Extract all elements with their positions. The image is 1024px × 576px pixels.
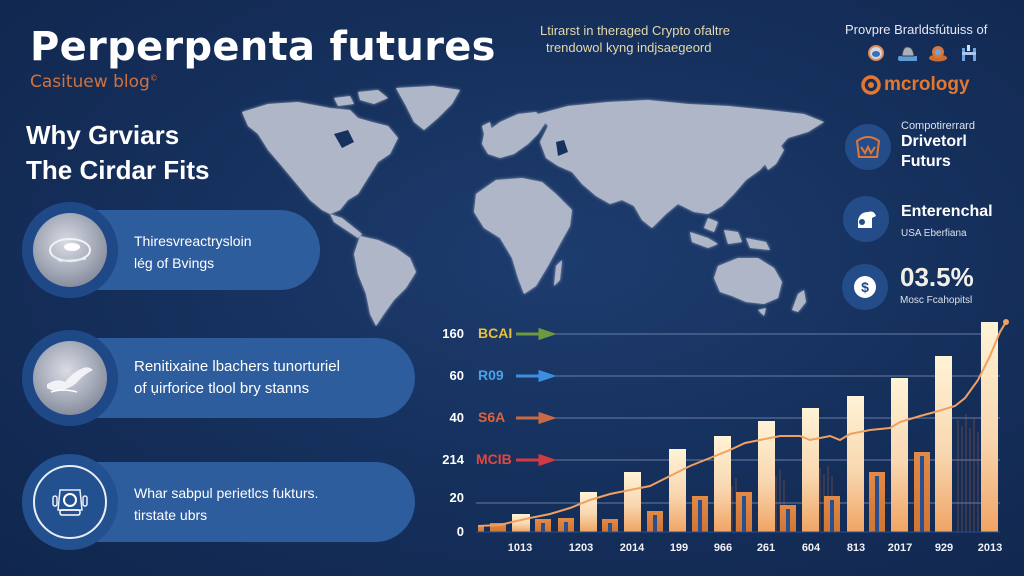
card-line-1: Thiresvreactrysloin <box>134 233 252 249</box>
stat-3-caption: Mosc Fcahopitsl <box>900 295 973 306</box>
legend-label: BCAI <box>478 325 513 341</box>
feature-card-2[interactable]: Renitixaine lbachers tunorturiel of ụirf… <box>22 330 415 426</box>
section-heading-line-1: Why Grviars <box>26 120 180 150</box>
card-line-2: tirstate ubrs <box>134 507 208 523</box>
feature-card-3[interactable]: Whar sabpul perietlcs fukturs. tirstate … <box>22 454 415 550</box>
trend-line <box>477 321 1007 527</box>
gridlines <box>476 333 1000 504</box>
south-america-shape <box>354 236 416 326</box>
swirl-logo-icon <box>861 75 881 95</box>
y-tick-label: 40 <box>449 410 464 425</box>
x-tick-label: 604 <box>801 542 821 554</box>
logo-text: mcrology <box>884 74 970 95</box>
x-tick-label: 2014 <box>619 542 645 554</box>
feature-card-1[interactable]: Thiresvreactrysloin lég of Bvings <box>22 202 320 298</box>
arrow-right-icon <box>516 411 557 425</box>
legend-label: S6A <box>478 409 506 425</box>
blog-subtitle: Casituew blog© <box>30 72 158 92</box>
smoke-globe-icon <box>33 341 107 415</box>
section-heading: Why Grviars The Cirdar Fits <box>26 118 209 188</box>
card-bubble <box>22 202 118 298</box>
x-tick-label: 966 <box>713 542 733 554</box>
y-tick-label: 160 <box>442 326 464 341</box>
greenland-shape <box>396 86 460 130</box>
section-heading-line-2: The Cirdar Fits <box>26 155 210 185</box>
stat-2-caption: USA Eberfiana <box>901 228 967 239</box>
x-tick-label: 2017 <box>887 542 913 554</box>
helmet-brand-icon <box>897 44 917 62</box>
brand-icons <box>866 44 979 62</box>
x-tick-label: 1203 <box>568 542 594 554</box>
stat-2-title: Enterenchal <box>901 203 993 220</box>
brand-logo: mcrology <box>860 74 970 96</box>
y-tick-label: 60 <box>449 368 464 383</box>
registered-mark: © <box>149 73 158 83</box>
gate-brand-icon <box>959 44 979 62</box>
svg-text:$: $ <box>861 279 869 295</box>
africa-shape <box>474 178 572 294</box>
stat-1-title-line-2: Futurs <box>901 153 951 170</box>
y-tick-label: 214 <box>442 452 464 467</box>
stat-1-title-line-1: Drivetorl <box>901 133 967 150</box>
x-tick-label: 813 <box>846 542 866 554</box>
card-line-2: of ụirforice tlool bry stanns <box>134 380 310 397</box>
helmet-badge-icon <box>33 465 107 539</box>
world-map <box>242 86 824 326</box>
x-tick-label: 199 <box>669 542 689 554</box>
tagline: Ltirarst in theraged Crypto ofaltre tren… <box>540 22 810 56</box>
dollar-icon: $ <box>842 264 888 310</box>
brands-title: Provpre Brarldsfútuiss of <box>845 22 988 37</box>
page-title: Perperpenta futures <box>30 24 496 70</box>
card-text: Renitixaine lbachers tunorturiel of ụirf… <box>134 356 340 400</box>
worker-icon <box>843 196 889 242</box>
secondary-bars <box>478 452 930 532</box>
card-line-1: Renitixaine lbachers tunorturiel <box>134 358 340 375</box>
arrow-right-icon <box>516 453 557 467</box>
arrow-right-icon <box>516 327 557 341</box>
primary-bars <box>512 322 998 532</box>
subtitle-text: Casituew blog <box>30 72 150 92</box>
stat-1-caption: Compotirerrard <box>901 120 975 132</box>
legend-arrows <box>516 327 557 467</box>
card-line-2: lég of Bvings <box>134 255 215 271</box>
arrow-right-icon <box>516 369 557 383</box>
x-tick-label: 1013 <box>507 542 533 554</box>
legend-label: MCIB <box>476 451 512 467</box>
legend-label: R09 <box>478 367 504 383</box>
trend-endpoint <box>1003 319 1009 325</box>
basket-chart-icon <box>845 124 891 170</box>
y-tick-label: 20 <box>449 490 464 505</box>
card-text: Whar sabpul perietlcs fukturs. tirstate … <box>134 482 318 526</box>
globe-brand-icon <box>928 44 948 62</box>
card-bubble <box>22 330 118 426</box>
x-tick-label: 261 <box>756 542 776 554</box>
x-tick-label: 2013 <box>977 542 1003 554</box>
australia-shape <box>714 258 782 304</box>
tagline-line-1: Ltirarst in theraged Crypto ofaltre <box>540 23 731 38</box>
compass-brand-icon <box>866 44 886 62</box>
card-text: Thiresvreactrysloin lég of Bvings <box>134 230 251 274</box>
north-america-shape <box>242 102 398 214</box>
card-bubble <box>22 454 118 550</box>
hatch-texture <box>727 414 979 532</box>
europe-shape <box>482 112 546 158</box>
eye-globe-icon <box>33 213 107 287</box>
y-tick-label: 0 <box>456 524 464 539</box>
stat-3-value: 03.5% <box>900 262 974 292</box>
x-tick-label: 929 <box>934 542 954 554</box>
tagline-line-2: trendowol kyng indjsaegeord <box>546 40 712 55</box>
asia-shape <box>538 100 824 228</box>
card-line-1: Whar sabpul perietlcs fukturs. <box>134 485 319 501</box>
